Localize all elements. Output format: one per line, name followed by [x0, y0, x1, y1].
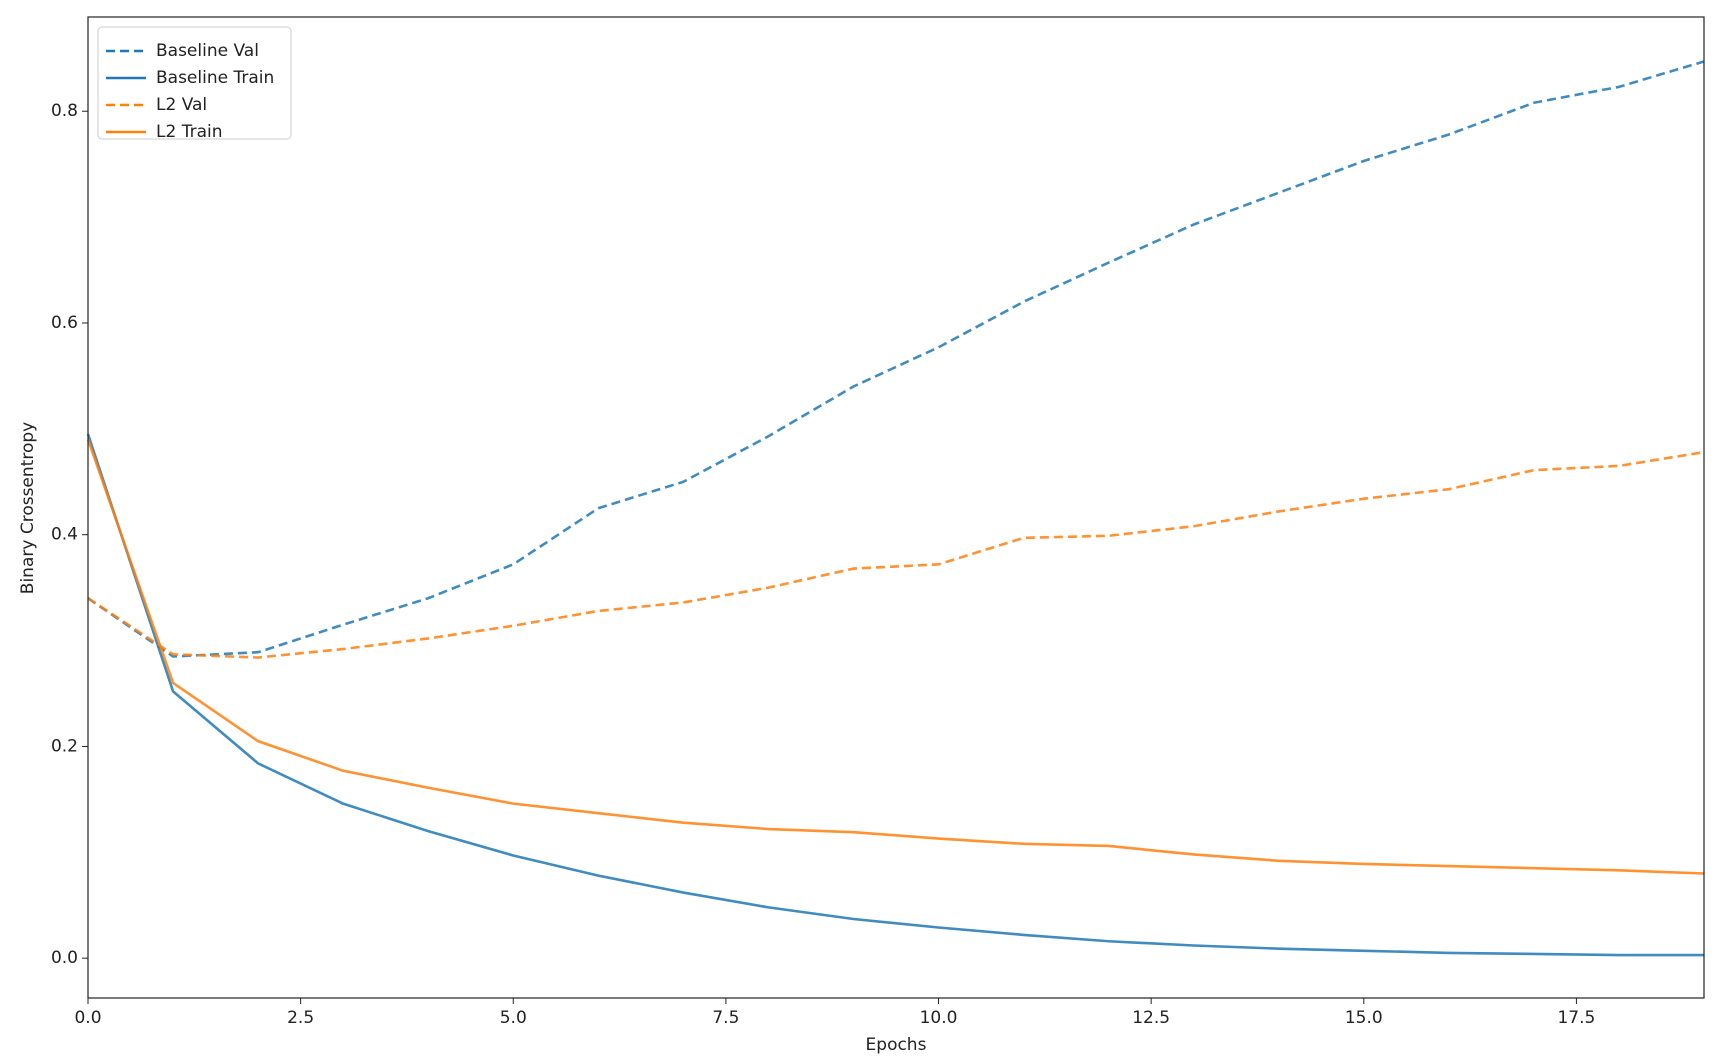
x-tick-label: 2.5	[287, 1008, 314, 1028]
x-tick-label: 12.5	[1132, 1008, 1170, 1028]
x-tick-label: 7.5	[712, 1008, 739, 1028]
line-series	[87, 60, 1705, 658]
line-series	[87, 450, 1705, 659]
x-tick-label: 17.5	[1557, 1008, 1595, 1028]
x-tick-label: 15.0	[1345, 1008, 1383, 1028]
legend-label: Baseline Train	[156, 68, 274, 88]
line-series	[86, 433, 1704, 957]
x-axis-label: Epochs	[866, 1035, 927, 1055]
legend: Baseline Val Baseline Train L2 Val L2 Train	[97, 26, 292, 142]
y-tick-label: 0.6	[51, 313, 78, 333]
legend-box	[97, 26, 292, 140]
y-tick-label: 0.4	[51, 525, 78, 545]
x-tick-label: 0.0	[74, 1008, 101, 1028]
legend-label: L2 Val	[156, 95, 207, 115]
x-tick-label: 10.0	[920, 1008, 958, 1028]
y-tick-label: 0.2	[51, 736, 78, 756]
y-axis-label: Binary Crossentropy	[18, 422, 38, 594]
y-tick-label: 0.8	[51, 101, 78, 121]
y-tick-label: 0.0	[51, 948, 78, 968]
x-tick-label: 5.0	[500, 1008, 527, 1028]
plot-frame	[87, 16, 1705, 999]
legend-label: L2 Train	[156, 122, 222, 142]
line-series	[86, 438, 1705, 875]
legend-label: Baseline Val	[156, 41, 259, 61]
